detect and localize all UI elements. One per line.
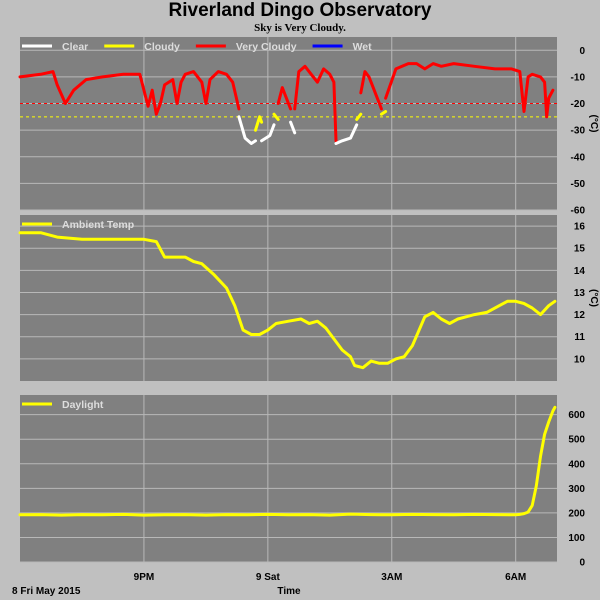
sky-y-tick-label: -20 — [571, 99, 586, 110]
ambient-y-tick-label: 11 — [574, 332, 585, 343]
daylight-y-tick-label: 400 — [568, 459, 585, 470]
sky-y-tick-label: 0 — [579, 46, 585, 57]
sky-series-very-cloudy — [359, 70, 383, 111]
daylight-y-tick-label: 600 — [568, 410, 585, 421]
sky-series-clear — [260, 123, 276, 143]
ambient-y-tick-label: 16 — [574, 222, 586, 233]
daylight-y-tick-label: 100 — [568, 533, 585, 544]
sky-y-tick-label: -30 — [571, 126, 586, 137]
sky-legend-label: Wet — [353, 41, 373, 53]
ambient-y-tick-label: 10 — [574, 354, 586, 365]
sky-y-tick-label: -50 — [571, 179, 586, 190]
ambient-legend-label: Ambient Temp — [62, 219, 134, 231]
sky-plot-area — [20, 37, 557, 210]
sky-series-very-cloudy — [384, 62, 555, 119]
sky-series-cloudy — [272, 112, 280, 121]
daylight-y-tick-label: 300 — [568, 484, 585, 495]
sky-series-cloudy — [355, 112, 363, 121]
sky-series-clear — [237, 115, 257, 145]
sky-series-cloudy — [254, 115, 264, 132]
ambient-panel: 16 15 14 13 12 11 10 Ambient Temp (°C) — [18, 215, 599, 381]
daylight-plot-area — [20, 395, 557, 562]
x-tick-label: 6AM — [505, 572, 526, 583]
x-tick-label: 9 Sat — [256, 572, 281, 583]
x-axis-label: Time — [277, 586, 301, 597]
sky-panel: 0 -10 -20 -30 -40 -50 -60 Clear Cloudy Very Cloud… — [18, 37, 599, 217]
ambient-y-axis-label: (°C) — [588, 289, 599, 307]
sky-y-tick-label: -10 — [571, 72, 586, 83]
sky-series-very-cloudy — [293, 64, 338, 143]
sky-legend-label: Clear — [62, 41, 88, 53]
page-title: Riverland Dingo Observatory — [168, 0, 432, 21]
daylight-legend-label: Daylight — [62, 399, 104, 411]
x-tick-label: 3AM — [381, 572, 402, 583]
x-tick-label: 9PM — [134, 572, 155, 583]
daylight-panel: 600 500 400 300 200 100 0 Daylight — [18, 395, 585, 569]
sky-y-tick-label: -60 — [571, 206, 586, 217]
daylight-y-tick-label: 0 — [579, 558, 585, 569]
ambient-y-tick-label: 13 — [574, 288, 586, 299]
ambient-plot-area — [20, 215, 557, 381]
sky-y-axis-label: (°C) — [588, 115, 599, 133]
ambient-y-tick-label: 12 — [574, 310, 586, 321]
daylight-y-tick-label: 200 — [568, 508, 585, 519]
ambient-y-tick-label: 15 — [574, 244, 586, 255]
x-start-date-label: 8 Fri May 2015 — [12, 586, 81, 597]
daylight-series-daylight — [18, 405, 557, 517]
ambient-y-tick-label: 14 — [574, 266, 586, 277]
daylight-y-tick-label: 500 — [568, 435, 585, 446]
sky-series-clear — [334, 123, 359, 145]
sky-series-clear — [289, 120, 297, 135]
sky-y-tick-label: -40 — [571, 152, 586, 163]
sky-legend-label: Very Cloudy — [236, 41, 297, 53]
sky-series-cloudy — [379, 110, 388, 116]
sky-series-very-cloudy — [18, 70, 241, 116]
sky-status-subtitle: Sky is Very Cloudy. — [254, 22, 346, 34]
sky-series-very-cloudy — [276, 86, 293, 111]
sky-legend-label: Cloudy — [144, 41, 180, 53]
ambient-series-ambient-temp — [18, 231, 557, 370]
